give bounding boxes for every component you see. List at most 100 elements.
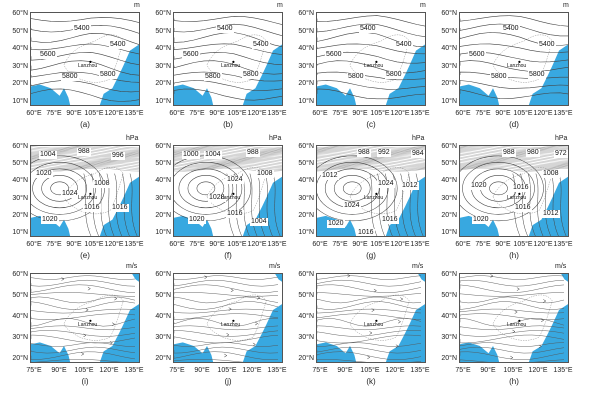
latitude-tick-label: 30°N — [155, 194, 171, 202]
streamline — [174, 301, 279, 310]
map-area: 5400 5400 5600 5800 5800 Lanzhou — [316, 12, 426, 106]
isobar — [489, 181, 508, 196]
isobar — [317, 161, 425, 165]
longitude-tick-label: 60°E — [26, 241, 42, 248]
latitude-tick-label: 50°N — [298, 160, 314, 168]
latitude-tick-label: 50°N — [12, 27, 28, 35]
streamline — [317, 308, 422, 314]
panel-label: (f) — [224, 251, 232, 260]
height-contour — [174, 88, 282, 101]
city-label: Lanzhou — [364, 62, 384, 69]
latitude-tick-label: 50°N — [298, 27, 314, 35]
unit-label: m — [134, 2, 140, 9]
isobar — [317, 163, 425, 167]
contour-label: 1024 — [226, 176, 244, 184]
contour-label: 1016 — [226, 210, 244, 218]
streamline — [460, 284, 565, 293]
longitude-tick-label: 135°E — [124, 367, 144, 374]
contour-label: 1020 — [188, 216, 206, 224]
contour-label: 5800 — [490, 73, 508, 81]
longitude-tick-label: 135°E — [267, 110, 287, 117]
isobar — [317, 155, 398, 222]
latitude-tick-label: 20°N — [155, 211, 171, 219]
isobar — [462, 162, 535, 215]
map-canvas — [460, 274, 568, 362]
panel-label: (e) — [80, 251, 90, 260]
height-contour — [31, 17, 139, 23]
isobar — [114, 173, 123, 236]
contour-label: 5600 — [39, 51, 57, 59]
height-contour — [174, 15, 282, 25]
streamline — [317, 351, 422, 360]
isobar — [460, 156, 568, 161]
lanzhou-marker — [232, 192, 235, 195]
isobar — [460, 164, 568, 169]
height-contour — [31, 51, 139, 66]
latitude-tick-label: 40°N — [441, 177, 457, 185]
streamline — [317, 275, 422, 280]
streamline-arrow — [371, 308, 375, 312]
streamline — [174, 284, 279, 294]
isobar — [377, 173, 385, 236]
streamline — [174, 292, 279, 297]
streamline — [174, 275, 279, 280]
map-canvas — [174, 274, 282, 362]
streamline — [460, 308, 565, 314]
contour-label: 996 — [111, 152, 125, 160]
ocean-shading — [385, 176, 425, 236]
height-contour — [174, 43, 282, 55]
isobar — [317, 156, 425, 161]
latitude-tick-label: 20°N — [12, 355, 28, 362]
streamline-arrow — [228, 307, 232, 311]
latitude-tick-label: 40°N — [12, 177, 28, 185]
height-contour — [31, 88, 139, 102]
map-area: Lanzhou — [173, 273, 283, 363]
streamline-arrow — [61, 277, 65, 281]
isobar — [32, 168, 87, 209]
isobar — [460, 155, 544, 222]
city-label: Lanzhou — [78, 321, 98, 328]
streamline — [174, 317, 279, 327]
longitude-tick-label: 60°E — [312, 110, 328, 117]
latitude-tick-label: 30°N — [12, 62, 28, 70]
height-contour — [317, 15, 425, 27]
longitude-tick-label: 120°E — [247, 110, 267, 117]
longitude-tick-label: 75°E — [46, 241, 62, 248]
longitude-tick-label: 105°E — [513, 241, 533, 248]
ocean-shading — [99, 304, 139, 362]
streamline — [317, 296, 422, 304]
streamline-arrow — [516, 287, 520, 291]
country-border — [492, 294, 553, 341]
longitude-tick-label: 135°E — [553, 241, 573, 248]
streamline-arrow — [204, 275, 208, 279]
map-area: 5400 5400 5600 5800 5800 Lanzhou — [173, 12, 283, 106]
unit-label: hPa — [126, 135, 139, 142]
ocean-shading — [31, 84, 71, 105]
lanzhou-marker — [89, 319, 92, 322]
ocean-shading — [31, 215, 71, 236]
isobar — [317, 158, 425, 162]
longitude-tick-label: 135°E — [410, 110, 430, 117]
contour-label: 5800 — [242, 71, 260, 79]
streamline — [31, 292, 135, 297]
contour-label: 980 — [526, 149, 540, 157]
height-contour — [31, 71, 139, 83]
isobar — [558, 173, 567, 236]
contour-label: 5800 — [347, 73, 365, 81]
ocean-shading — [275, 274, 282, 282]
contour-label: 1020 — [472, 216, 490, 224]
latitude-tick-label: 10°N — [155, 229, 171, 236]
contour-label: 992 — [377, 149, 391, 157]
isobar — [174, 165, 282, 170]
city-label: Lanzhou — [364, 194, 384, 201]
isobar — [31, 166, 139, 171]
isobar — [265, 173, 273, 236]
ocean-shading — [460, 215, 500, 236]
isobar — [317, 165, 425, 170]
streamline-arrow — [510, 355, 514, 360]
streamline — [317, 334, 422, 344]
lanzhou-marker — [375, 60, 378, 63]
isobar — [317, 154, 425, 159]
map-canvas — [317, 15, 425, 105]
longitude-tick-label: 120°E — [385, 367, 405, 374]
